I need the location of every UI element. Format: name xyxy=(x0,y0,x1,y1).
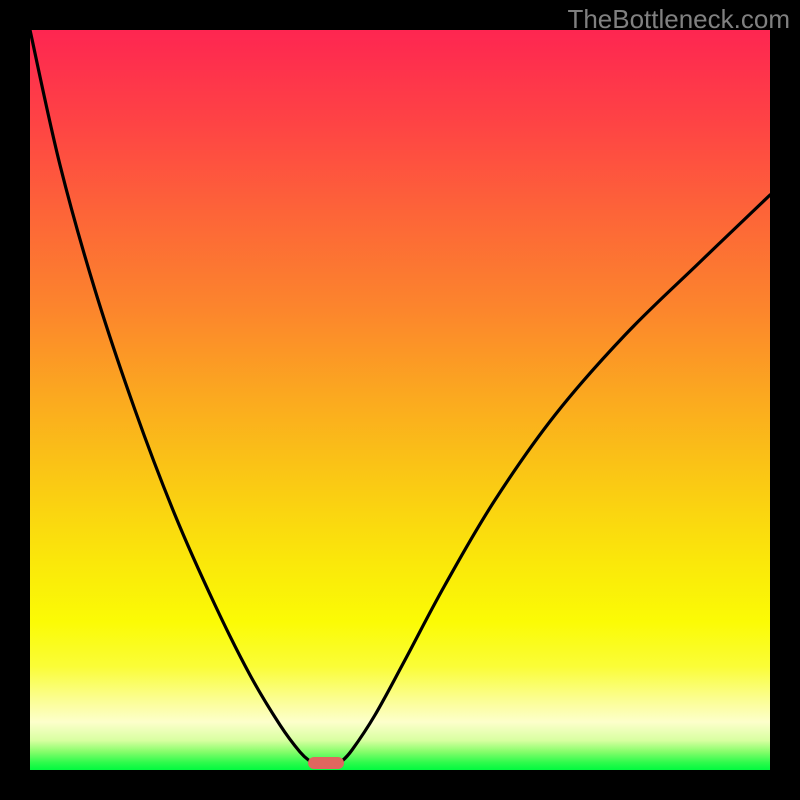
watermark-text: TheBottleneck.com xyxy=(567,4,790,35)
chart-container: TheBottleneck.com xyxy=(0,0,800,800)
optimal-marker xyxy=(308,757,344,769)
plot-area xyxy=(30,30,770,770)
bottleneck-chart xyxy=(0,0,800,800)
